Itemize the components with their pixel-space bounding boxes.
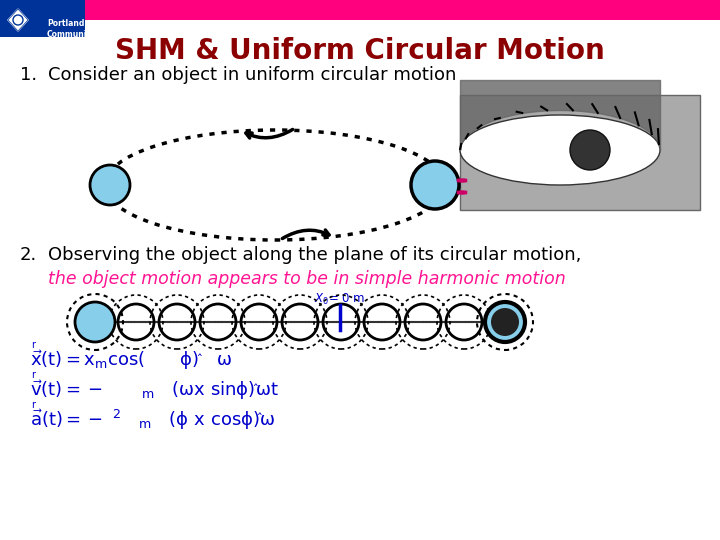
- Text: r: r: [31, 370, 35, 380]
- Ellipse shape: [460, 115, 660, 185]
- Circle shape: [485, 302, 525, 342]
- Text: $\mathsf{\vec{a}(t) = -\ ^2\quad_m \quad(\phi\ x\ cos\phi)^{\hat{}}\omega}$: $\mathsf{\vec{a}(t) = -\ ^2\quad_m \quad…: [30, 408, 276, 432]
- Text: r: r: [31, 340, 35, 350]
- Circle shape: [90, 165, 130, 205]
- Text: $\mathsf{\vec{v}(t) = -\qquad_m \quad(\omega x\ sin\phi)^{\hat{}}\omega t}$: $\mathsf{\vec{v}(t) = -\qquad_m \quad(\o…: [30, 378, 279, 402]
- Bar: [0, 0, 720, 20]
- Text: $X_0$= 0 m: $X_0$= 0 m: [315, 292, 366, 307]
- Text: SHM & Uniform Circular Motion: SHM & Uniform Circular Motion: [115, 37, 605, 65]
- Circle shape: [570, 130, 610, 170]
- Bar: [0, 0, 85, 37]
- Circle shape: [75, 302, 115, 342]
- Text: 2.: 2.: [20, 246, 37, 264]
- Text: Portland
Community
College: Portland Community College: [47, 19, 96, 50]
- Polygon shape: [8, 9, 28, 31]
- Text: $\mathsf{\vec{x}(t) = x_m cos(\qquad\phi)^{\hat{}} \quad \omega}$: $\mathsf{\vec{x}(t) = x_m cos(\qquad\phi…: [30, 348, 233, 372]
- Text: Observing the object along the plane of its circular motion,: Observing the object along the plane of …: [48, 246, 581, 264]
- Text: Consider an object in uniform circular motion: Consider an object in uniform circular m…: [48, 66, 456, 84]
- Circle shape: [491, 308, 519, 336]
- Circle shape: [411, 161, 459, 209]
- Text: r: r: [31, 400, 35, 410]
- Bar: [0, 0, 85, 37]
- Text: 1.: 1.: [20, 66, 37, 84]
- Text: the object motion appears to be in simple harmonic motion: the object motion appears to be in simpl…: [48, 270, 566, 288]
- Bar: [460, 95, 700, 210]
